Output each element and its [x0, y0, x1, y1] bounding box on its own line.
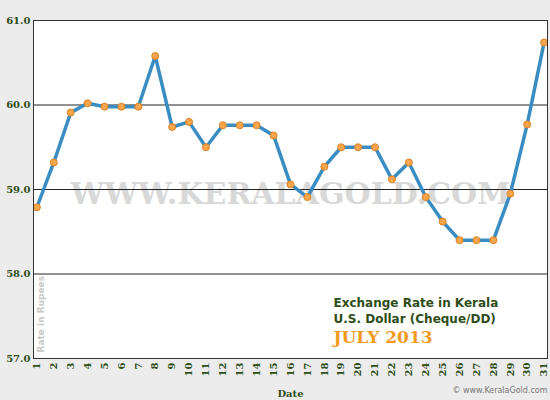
svg-text:22: 22 [386, 362, 397, 376]
svg-text:27: 27 [471, 362, 482, 376]
svg-text:15: 15 [268, 362, 279, 376]
svg-text:11: 11 [200, 363, 211, 377]
svg-text:28: 28 [488, 362, 499, 376]
svg-text:16: 16 [285, 362, 296, 376]
svg-text:31: 31 [538, 363, 549, 377]
svg-text:WWW.KERALAGOLD.COM: WWW.KERALAGOLD.COM [70, 176, 511, 211]
svg-text:9: 9 [166, 362, 177, 369]
svg-text:U.S. Dollar (Cheque/DD): U.S. Dollar (Cheque/DD) [334, 312, 496, 326]
svg-text:18: 18 [319, 362, 330, 376]
svg-text:8: 8 [149, 362, 160, 369]
svg-text:61.0: 61.0 [6, 15, 30, 26]
svg-text:10: 10 [183, 362, 194, 376]
svg-text:© www.KeralaGold.com: © www.KeralaGold.com [452, 386, 547, 395]
svg-text:57.0: 57.0 [6, 353, 30, 364]
svg-text:5: 5 [99, 362, 110, 369]
svg-text:1: 1 [31, 363, 42, 370]
svg-text:20: 20 [352, 362, 363, 376]
svg-text:13: 13 [234, 362, 245, 376]
svg-text:12: 12 [217, 362, 228, 376]
svg-text:60.0: 60.0 [6, 99, 30, 110]
svg-text:2: 2 [48, 362, 59, 369]
svg-text:14: 14 [251, 362, 262, 376]
svg-text:58.0: 58.0 [6, 268, 30, 279]
svg-text:25: 25 [437, 362, 448, 376]
svg-text:24: 24 [420, 362, 431, 376]
svg-text:23: 23 [403, 362, 414, 376]
svg-text:7: 7 [133, 362, 144, 369]
svg-text:6: 6 [116, 362, 127, 369]
svg-text:30: 30 [521, 362, 532, 376]
svg-text:21: 21 [369, 363, 380, 377]
svg-text:Exchange Rate in Kerala: Exchange Rate in Kerala [334, 296, 499, 310]
svg-text:17: 17 [302, 362, 313, 376]
svg-text:26: 26 [454, 362, 465, 376]
svg-text:59.0: 59.0 [6, 184, 30, 195]
svg-text:19: 19 [335, 362, 346, 376]
svg-text:JULY 2013: JULY 2013 [332, 327, 433, 347]
svg-text:3: 3 [65, 362, 76, 369]
svg-text:29: 29 [505, 362, 516, 376]
svg-text:4: 4 [82, 362, 93, 369]
svg-text:Rate in Rupees: Rate in Rupees [36, 276, 46, 353]
svg-text:Date: Date [277, 388, 303, 399]
